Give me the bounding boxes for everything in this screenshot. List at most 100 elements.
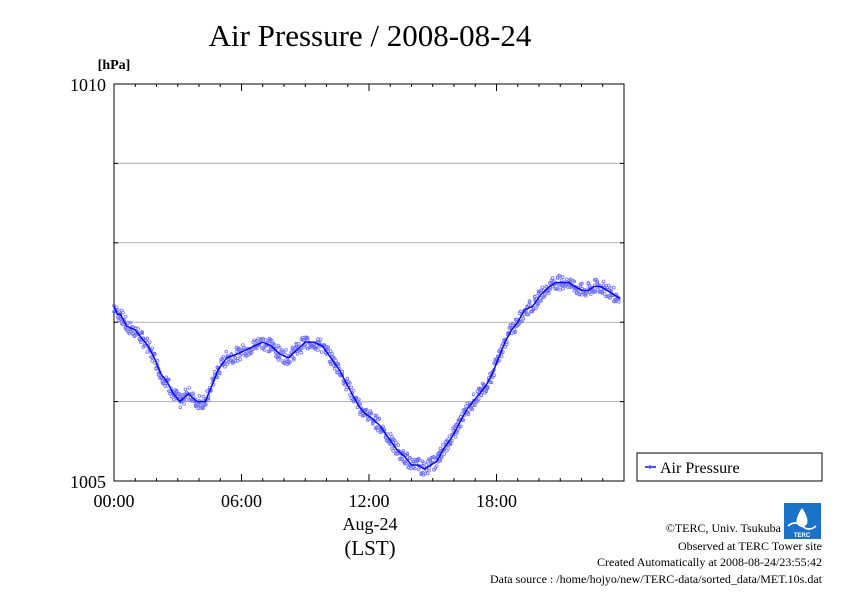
- axis-ticks: [113, 83, 625, 482]
- x-tick-label: 12:00: [348, 491, 389, 511]
- data-point: [284, 347, 288, 352]
- data-point: [204, 402, 208, 407]
- data-point: [182, 402, 186, 406]
- data-point: [428, 458, 433, 463]
- data-point: [560, 286, 565, 291]
- legend-label: Air Pressure: [660, 460, 740, 477]
- data-point: [543, 293, 547, 298]
- data-point: [520, 319, 524, 324]
- y-axis-unit-label: [hPa]: [98, 58, 131, 73]
- data-point: [191, 391, 195, 396]
- data-point: [153, 352, 157, 357]
- data-point: [527, 299, 532, 303]
- logo-text: TERC: [794, 533, 811, 539]
- data-point: [552, 279, 556, 283]
- data-point: [172, 397, 176, 402]
- data-point: [588, 292, 593, 296]
- data-point: [277, 355, 282, 360]
- data-point: [328, 349, 333, 353]
- data-point: [447, 434, 452, 439]
- data-point: [466, 412, 471, 417]
- data-point: [145, 350, 150, 354]
- data-point: [438, 458, 443, 463]
- data-point: [587, 283, 592, 288]
- data-point: [142, 344, 147, 348]
- data-point: [237, 346, 241, 351]
- data-point: [595, 279, 599, 284]
- data-point: [404, 461, 408, 466]
- data-point: [332, 366, 337, 371]
- data-point: [539, 298, 543, 303]
- data-point: [305, 336, 310, 340]
- data-point: [121, 310, 125, 315]
- data-point: [492, 373, 496, 378]
- data-point: [455, 431, 459, 435]
- data-point: [159, 375, 164, 380]
- created-text: Created Automatically at 2008-08-24/23:5…: [597, 555, 822, 569]
- data-point: [348, 381, 352, 385]
- data-point: [303, 343, 308, 347]
- grid-lines: [114, 162, 624, 403]
- data-point: [617, 296, 621, 301]
- data-source-text: Data source : /home/hojyo/new/TERC-data/…: [490, 572, 823, 586]
- data-point: [147, 340, 152, 345]
- x-tick-label: 00:00: [93, 491, 134, 511]
- legend: Air Pressure: [636, 452, 823, 482]
- data-point: [184, 398, 189, 402]
- data-point: [434, 464, 439, 468]
- data-point: [140, 331, 144, 336]
- data-point: [196, 406, 201, 410]
- data-point: [374, 414, 379, 418]
- data-point: [295, 344, 300, 349]
- data-point: [470, 407, 475, 412]
- data-point: [499, 354, 504, 359]
- data-point: [580, 281, 584, 286]
- data-point: [544, 284, 548, 289]
- data-point: [241, 343, 245, 347]
- data-point: [448, 441, 453, 446]
- data-point: [421, 461, 426, 465]
- observed-text: Observed at TERC Tower site: [678, 539, 822, 553]
- data-point: [527, 300, 532, 305]
- x-tick-label: 06:00: [221, 491, 262, 511]
- series-points: [112, 273, 621, 477]
- data-point: [396, 443, 401, 447]
- data-point: [453, 435, 458, 439]
- data-point: [318, 337, 323, 342]
- data-point: [177, 391, 181, 396]
- data-point: [617, 299, 621, 304]
- data-point: [513, 329, 518, 334]
- data-point: [299, 350, 304, 355]
- data-point: [383, 435, 388, 440]
- data-point: [546, 291, 551, 296]
- data-point: [388, 432, 393, 436]
- data-point: [345, 376, 350, 381]
- data-point: [393, 440, 398, 445]
- data-point: [511, 321, 515, 326]
- legend-box: [636, 452, 823, 482]
- data-point: [464, 404, 468, 409]
- data-point: [200, 406, 204, 411]
- x-axis-title: (LST): [344, 536, 395, 560]
- data-point: [369, 411, 374, 416]
- data-point: [543, 292, 547, 296]
- data-point: [521, 316, 526, 321]
- data-point: [116, 308, 120, 313]
- y-tick-label-top: 1010: [70, 75, 106, 95]
- data-point: [526, 312, 531, 317]
- data-point: [224, 349, 229, 354]
- data-point: [471, 392, 476, 397]
- data-point: [297, 341, 301, 346]
- data-point: [183, 387, 188, 392]
- data-point: [425, 471, 430, 476]
- data-point: [489, 380, 494, 385]
- data-point: [215, 375, 220, 380]
- data-point: [358, 402, 362, 406]
- data-point: [583, 293, 588, 298]
- data-point: [479, 393, 484, 398]
- data-point: [229, 352, 234, 356]
- data-point: [535, 294, 540, 298]
- data-point: [550, 276, 555, 280]
- data-point: [525, 312, 529, 317]
- data-point: [504, 342, 509, 347]
